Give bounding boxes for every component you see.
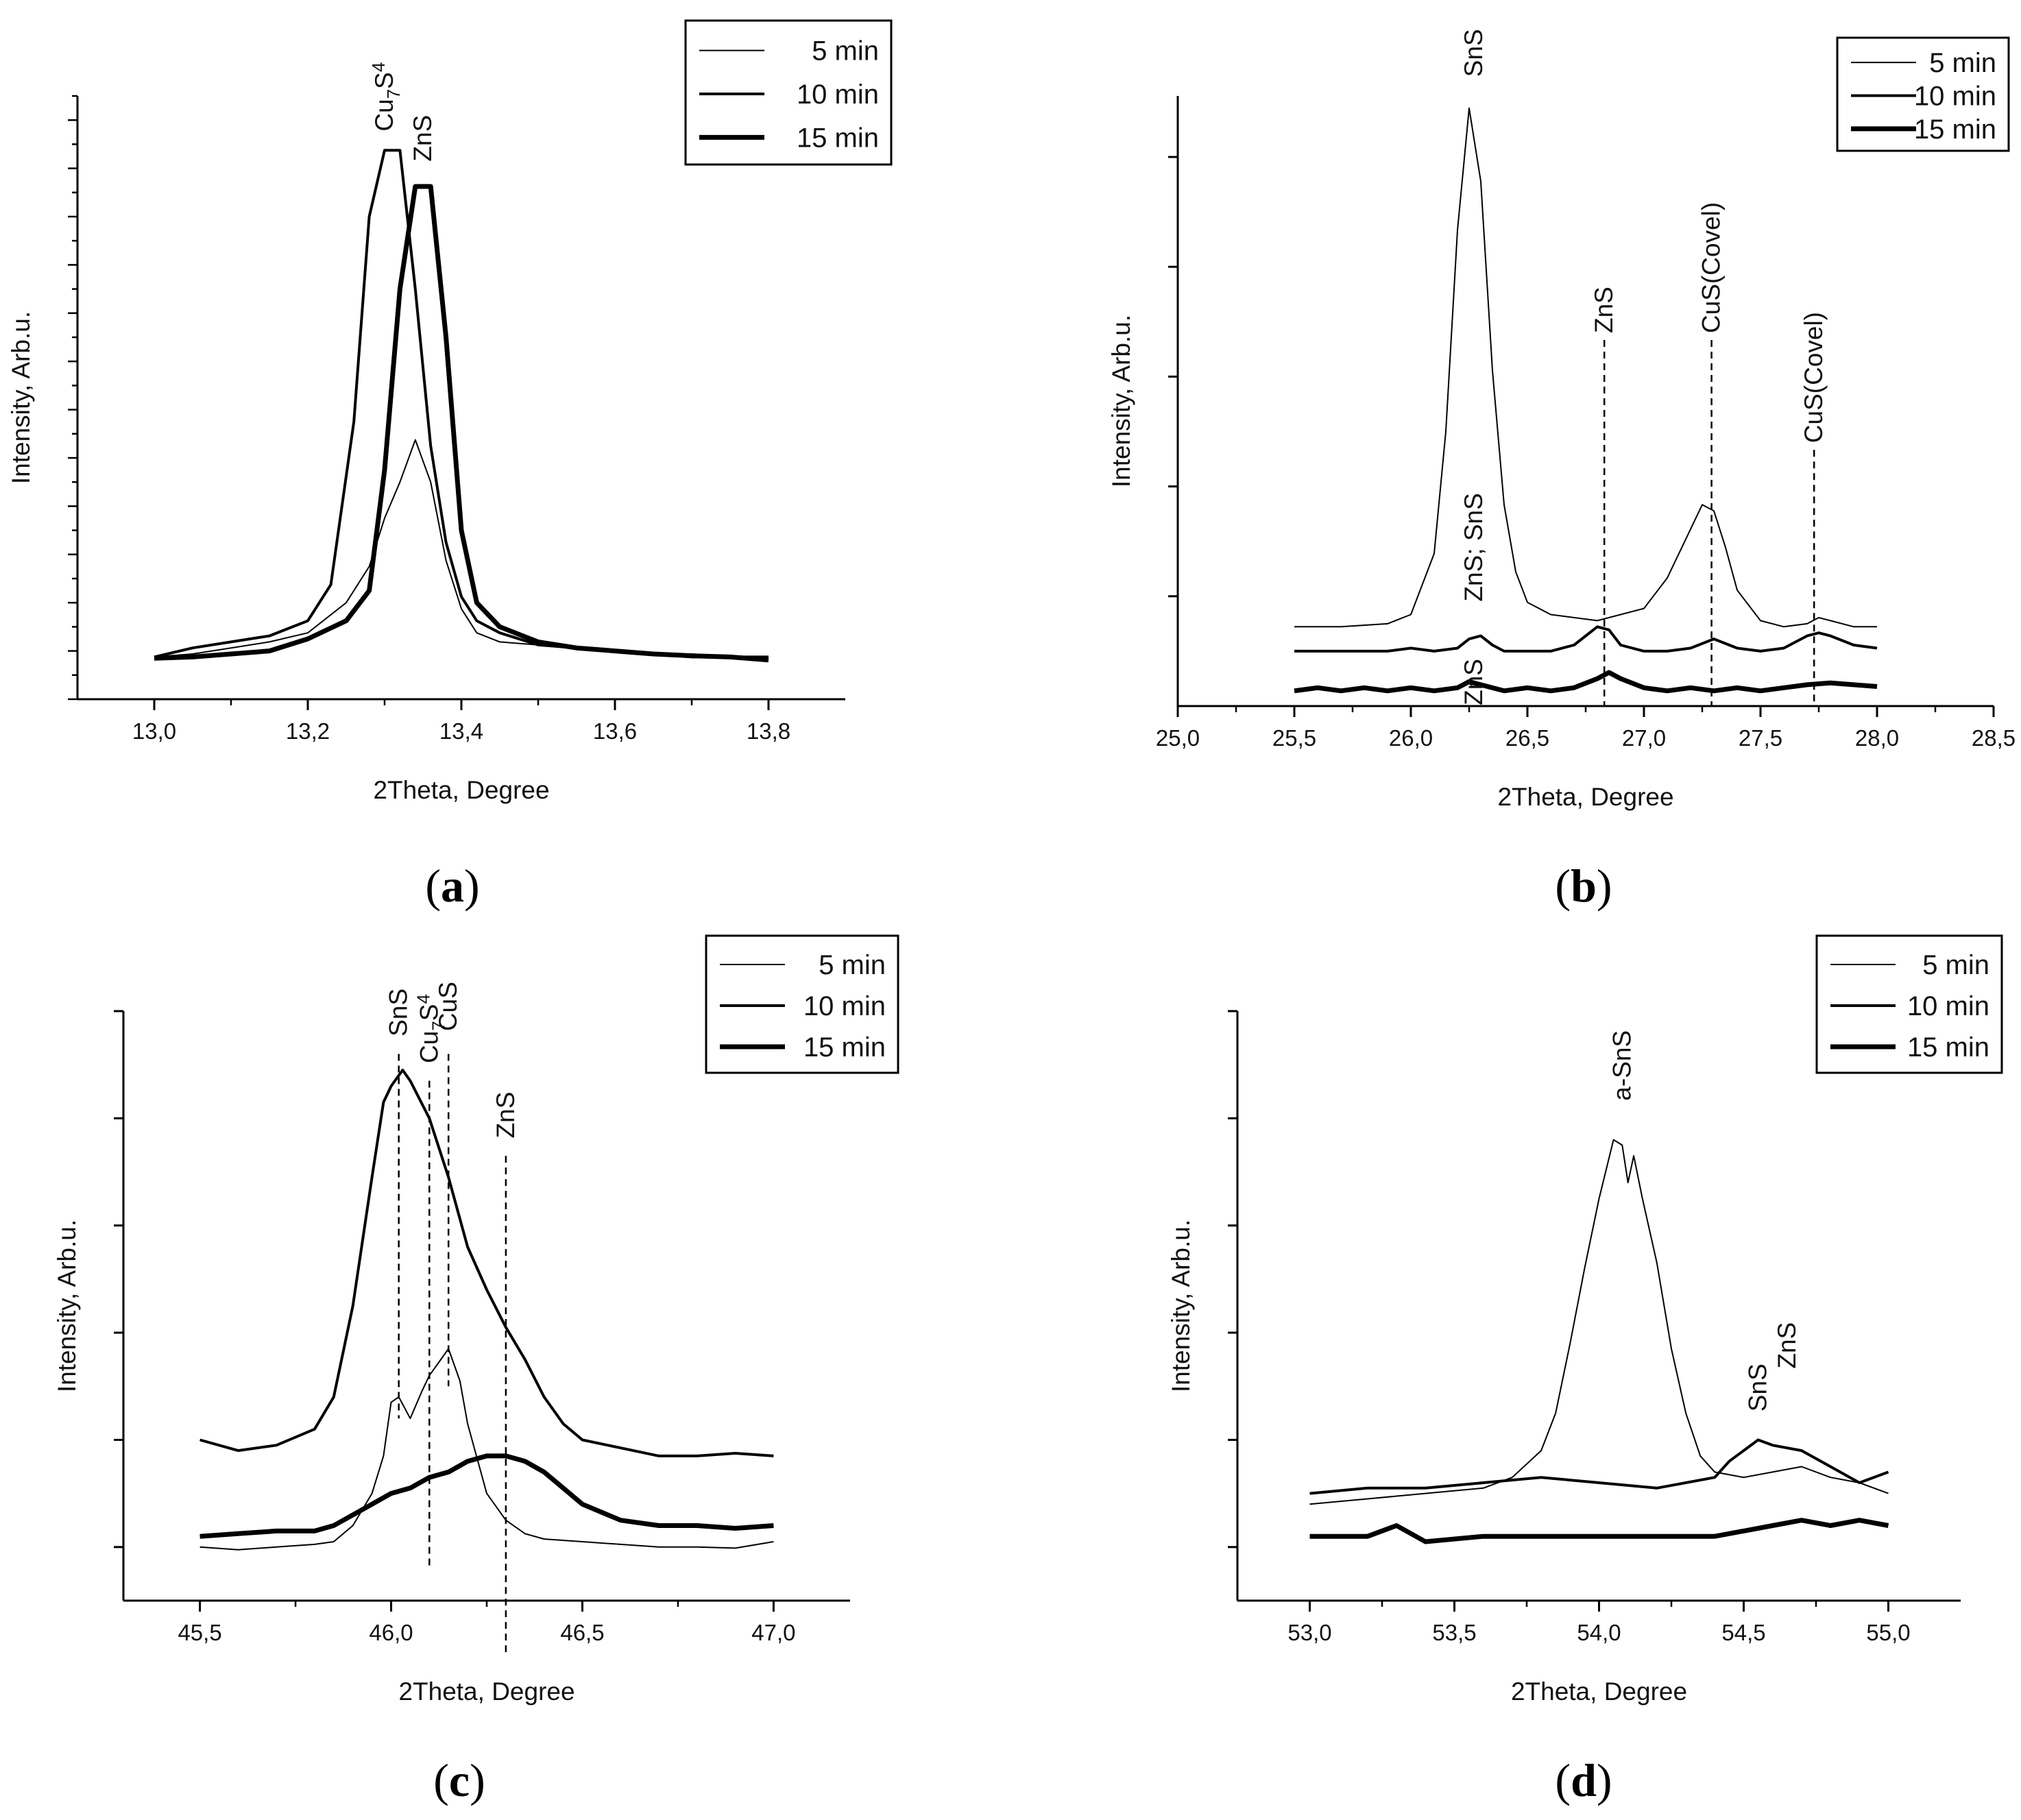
x-tick-label: 13,2	[286, 718, 330, 744]
annotation-label: ZnS; SnS	[1460, 493, 1488, 601]
y-axis-title: Intensity, Arb.u.	[1167, 1220, 1195, 1392]
x-tick-label: 26,5	[1505, 725, 1549, 751]
x-tick-label: 55,0	[1866, 1620, 1910, 1645]
x-axis-title: 2Theta, Degree	[373, 776, 549, 804]
series-line-15-min	[1294, 670, 1878, 694]
legend: 5 min 10 min 15 min	[1815, 934, 2003, 1074]
legend-label: 10 min	[1914, 82, 1996, 112]
x-tick-label: 13,0	[132, 718, 176, 744]
y-axis-title: Intensity, Arb.u.	[7, 311, 35, 484]
panel-d: 53,0 53,5 54,0 54,5 55,0 2Theta, Degree Intens…	[1167, 934, 2003, 1806]
series-line-15-min	[154, 184, 769, 663]
panel-label: (c)	[433, 1754, 485, 1806]
annotation-label: ZnS	[1460, 659, 1488, 705]
x-tick-label: 46,5	[560, 1620, 604, 1645]
series-line-15-min	[199, 1453, 774, 1539]
x-tick-label: 28,0	[1855, 725, 1899, 751]
legend-label: 5 min	[812, 36, 879, 66]
annotation-label: ZnS	[492, 1092, 520, 1139]
annotation-label: a-SnS	[1608, 1030, 1636, 1101]
x-tick-label: 53,5	[1432, 1620, 1476, 1645]
x-tick-label: 13,6	[593, 718, 637, 744]
panel-label: (a)	[425, 860, 479, 912]
x-axis-title: 2Theta, Degree	[1511, 1677, 1687, 1706]
legend: 5 min 10 min 15 min	[684, 19, 893, 166]
panel-c: 45,5 46,0 46,5 47,0 2Theta, Degree Intensity,…	[53, 934, 899, 1806]
legend-label: 15 min	[1907, 1032, 1989, 1063]
annotation-label: Cu7S4	[413, 994, 448, 1063]
x-tick-label: 27,0	[1622, 725, 1666, 751]
x-tick-label: 28,5	[1972, 725, 2016, 751]
x-tick-label: 54,0	[1577, 1620, 1621, 1645]
annotation-label: SnS	[1744, 1363, 1772, 1411]
panel-label: (d)	[1555, 1754, 1612, 1806]
x-tick-label: 45,5	[178, 1620, 221, 1645]
y-axis-title: Intensity, Arb.u.	[1107, 315, 1135, 487]
x-tick-label: 47,0	[751, 1620, 795, 1645]
annotation-label: ZnS	[1773, 1322, 1801, 1369]
legend-label: 15 min	[797, 123, 879, 153]
annotation-label: ZnS	[1590, 287, 1618, 333]
series-line-5-min	[199, 1348, 774, 1551]
x-axis-title: 2Theta, Degree	[1497, 783, 1673, 811]
legend-label: 5 min	[1922, 950, 1989, 980]
x-tick-label: 26,0	[1389, 725, 1433, 751]
legend-label: 5 min	[819, 950, 886, 980]
x-tick-label: 25,5	[1272, 725, 1316, 751]
series-line-15-min	[1309, 1518, 1889, 1544]
legend-label: 5 min	[1929, 48, 1996, 78]
x-tick-label: 46,0	[369, 1620, 413, 1645]
x-tick-label: 54,5	[1721, 1620, 1765, 1645]
annotation-label: CuS	[434, 982, 462, 1031]
annotation-label: Cu7S4	[368, 62, 404, 132]
x-tick-label: 25,0	[1156, 725, 1200, 751]
panel-label: (b)	[1555, 860, 1612, 912]
legend-label: 10 min	[803, 991, 886, 1021]
annotation-label: SnS	[1460, 29, 1488, 77]
panel-b: 25,0 25,5 26,0 26,5 27,0 27,5 28,0 28,5 2Theta, …	[1107, 29, 2016, 912]
x-tick-label: 27,5	[1739, 725, 1782, 751]
annotation-label: SnS	[385, 988, 413, 1036]
x-tick-label: 13,4	[439, 718, 483, 744]
legend-label: 10 min	[1907, 991, 1989, 1021]
annotation-label: CuS(Covel)	[1697, 202, 1726, 333]
x-axis-title: 2Theta, Degree	[398, 1677, 574, 1706]
series-line-5-min	[1294, 107, 1877, 628]
x-tick-label: 13,8	[747, 718, 790, 744]
annotation-label: CuS(Covel)	[1800, 312, 1828, 443]
series-line-10-min	[1309, 1438, 1889, 1495]
series-line-5-min	[1309, 1139, 1889, 1505]
panel-a: 13,0 13,2 13,4 13,6 13,8 2Theta, Degree Intens…	[7, 19, 893, 912]
legend: 5 min 10 min 15 min	[705, 934, 899, 1074]
y-axis-title: Intensity, Arb.u.	[53, 1220, 81, 1392]
legend-label: 15 min	[803, 1032, 886, 1063]
x-tick-label: 53,0	[1287, 1620, 1331, 1645]
series-line-10-min	[1294, 625, 1878, 653]
legend-label: 10 min	[797, 80, 879, 110]
legend-label: 15 min	[1914, 114, 1996, 145]
annotation-label: ZnS	[409, 115, 437, 162]
